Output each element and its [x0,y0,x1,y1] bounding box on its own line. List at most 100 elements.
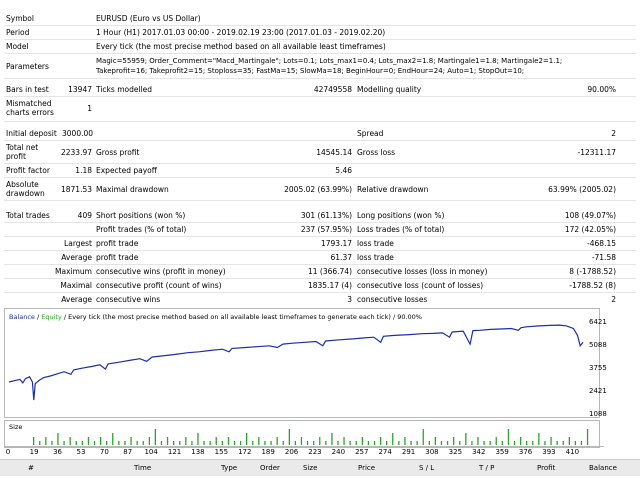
mcloss-label: consecutive loss (count of losses) [357,281,484,290]
row-divider [4,39,636,40]
size-bar [87,437,90,445]
pf-value: 1.18 [75,166,92,175]
grossloss-value: -12311.17 [577,148,617,157]
ptrades-label: Profit trades (% of total) [96,225,187,234]
size-bar [75,441,77,445]
size-bar [81,441,83,445]
ltrades-value: 172 (42.05%) [564,225,616,234]
col-size[interactable]: Size [303,464,318,472]
x-tick-label: 0 [5,448,11,456]
size-bar [422,429,424,445]
size-bar [477,437,479,445]
size-bar [349,441,351,445]
period-value: 1 Hour (H1) 2017.01.03 00:00 - 2019.02.1… [96,28,386,37]
acl-value: 2 [611,295,616,304]
size-bar [428,441,430,445]
size-bar [319,437,321,445]
mcp-value: 1835.17 (4) [307,281,352,290]
absdd-label-2: drawdown [6,189,45,198]
size-bar [233,441,236,445]
size-bar [325,441,327,445]
size-bar [586,429,589,445]
deposit-value: 3000.00 [62,129,94,138]
size-bar [331,433,333,445]
absdd-label-1: Absolute [6,180,39,189]
col-profit[interactable]: Profit [537,464,556,472]
size-bar [154,429,156,445]
size-bar [416,441,418,445]
col-sl[interactable]: S / L [419,464,435,472]
balance-line [8,324,584,401]
size-bar [166,437,169,445]
col-balance[interactable]: Balance [589,464,617,472]
size-bar [453,437,455,445]
largest-label: Largest [64,239,92,248]
col-price[interactable]: Price [358,464,376,472]
model-value: Every tick (the most precise method base… [96,42,386,51]
row-divider [4,264,636,265]
x-tick-label: 104 [144,448,158,456]
row-divider [4,250,636,251]
row-divider [4,140,636,141]
size-bar [373,441,376,445]
x-tick-label: 410 [565,448,580,456]
x-tick-label: 36 [53,448,63,456]
size-bar [550,437,552,445]
size-bar [483,441,485,445]
mismatched-label-1: Mismatched [6,99,52,108]
size-bar [306,441,309,445]
size-bar [118,441,120,445]
size-bar [45,437,47,445]
size-bar [203,441,205,445]
symbol-label: Symbol [6,14,34,23]
size-bar [179,441,181,445]
col-type[interactable]: Type [221,464,238,472]
x-tick-label: 19 [29,448,39,456]
mcl-value: 8 (-1788.52) [569,267,616,276]
size-bar [160,441,163,445]
acw-value: 3 [347,295,352,304]
x-tick-label: 308 [425,448,439,456]
size-bar [386,441,388,445]
spread-label: Spread [357,129,384,138]
y-tick-label: 2421 [589,387,607,395]
avg-loss-label: loss trade [357,253,394,262]
size-bar [282,441,284,445]
size-bar [148,437,150,445]
x-tick-label: 359 [495,448,509,456]
size-bar [398,441,400,445]
x-tick-label: 376 [518,448,533,456]
col-order[interactable]: Order [260,464,280,472]
size-bar [215,437,217,445]
deposit-label: Initial deposit [6,129,57,138]
mcp-label: consecutive profit (count of wins) [96,281,222,290]
chart-legend: Balance / Equity / Every tick (the most … [9,312,422,322]
mcl-label: consecutive losses (loss in money) [357,267,488,276]
x-tick-label: 155 [214,448,229,456]
size-bar [142,441,144,445]
size-bar [300,437,303,445]
y-tick-label: 6421 [589,318,607,326]
y-tick-label: 5088 [589,340,607,349]
col-time[interactable]: Time [134,464,152,472]
size-bar [227,437,230,445]
size-bar [191,441,193,445]
x-tick-label: 240 [331,448,346,456]
row-divider [4,163,636,164]
size-bar [264,441,266,445]
size-bar [288,429,290,445]
col-tp[interactable]: T / P [479,464,495,472]
size-bar [465,433,467,445]
size-bar [136,441,138,445]
x-tick-label: 138 [191,448,205,456]
size-bar [392,433,394,445]
size-bar [513,441,516,445]
netprofit-label-2: profit [6,152,26,161]
row-divider [4,53,636,54]
size-bar [404,437,406,445]
maximum-label: Maximum [55,267,92,276]
ticks-value: 42749558 [313,85,352,94]
size-plot [33,429,589,445]
legend-description: / Every tick (the most precise method ba… [61,313,422,321]
col-number[interactable]: # [28,464,34,472]
